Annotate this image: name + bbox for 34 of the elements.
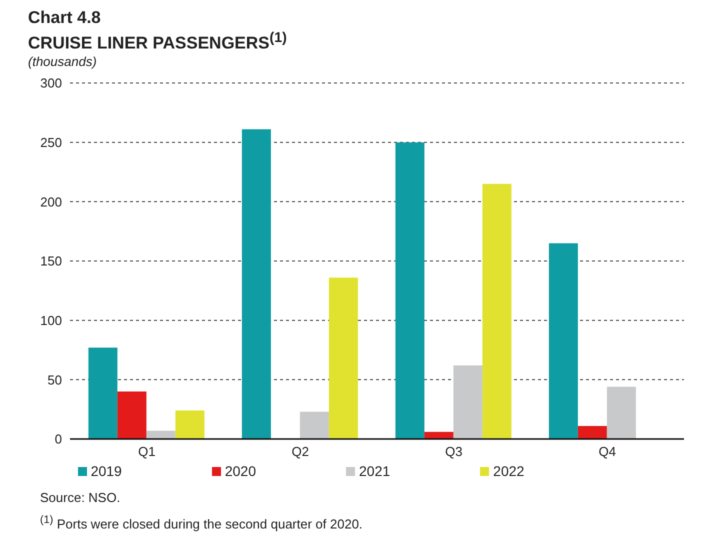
y-tick-label: 0	[54, 431, 62, 446]
bar	[175, 410, 204, 439]
text: $^{(1)}$ Ports were closed during the second quarter of 2020.	[40, 512, 364, 534]
y-tick-label: 300	[40, 75, 62, 90]
legend-label: 2021	[359, 462, 390, 479]
x-tick-label: Q1	[138, 444, 156, 459]
x-tick-label: Q4	[598, 444, 616, 459]
source-note: Source: NSO.	[40, 488, 122, 507]
legend-label: 2022	[493, 462, 524, 479]
bar	[606, 386, 636, 439]
y-tick-label: 50	[48, 372, 62, 387]
bar	[578, 426, 607, 439]
legend-label: 2020	[224, 462, 256, 479]
bar	[242, 128, 271, 439]
bar	[482, 184, 512, 439]
y-tick-label: 250	[40, 134, 62, 150]
bar	[146, 430, 176, 439]
bar	[300, 411, 329, 439]
bar	[328, 277, 358, 439]
y-tick-label: 200	[40, 194, 62, 209]
bar	[117, 391, 146, 439]
chart-subtitle: CRUISE LINER PASSENGERS$^{(1)}$	[28, 29, 288, 54]
bar	[453, 365, 482, 439]
y-tick-label: 100	[40, 312, 62, 328]
x-tick-label: Q2	[292, 444, 309, 459]
x-tick-label: Q3	[445, 444, 462, 459]
legend-label: 2019	[90, 462, 122, 479]
bar	[424, 432, 454, 439]
bar	[395, 142, 424, 439]
y-axis-title: (thousands)	[28, 54, 98, 69]
bar	[548, 242, 578, 439]
y-tick-label: 150	[40, 253, 62, 268]
chart-title: Chart 4.8	[28, 8, 102, 28]
bar	[88, 347, 118, 439]
